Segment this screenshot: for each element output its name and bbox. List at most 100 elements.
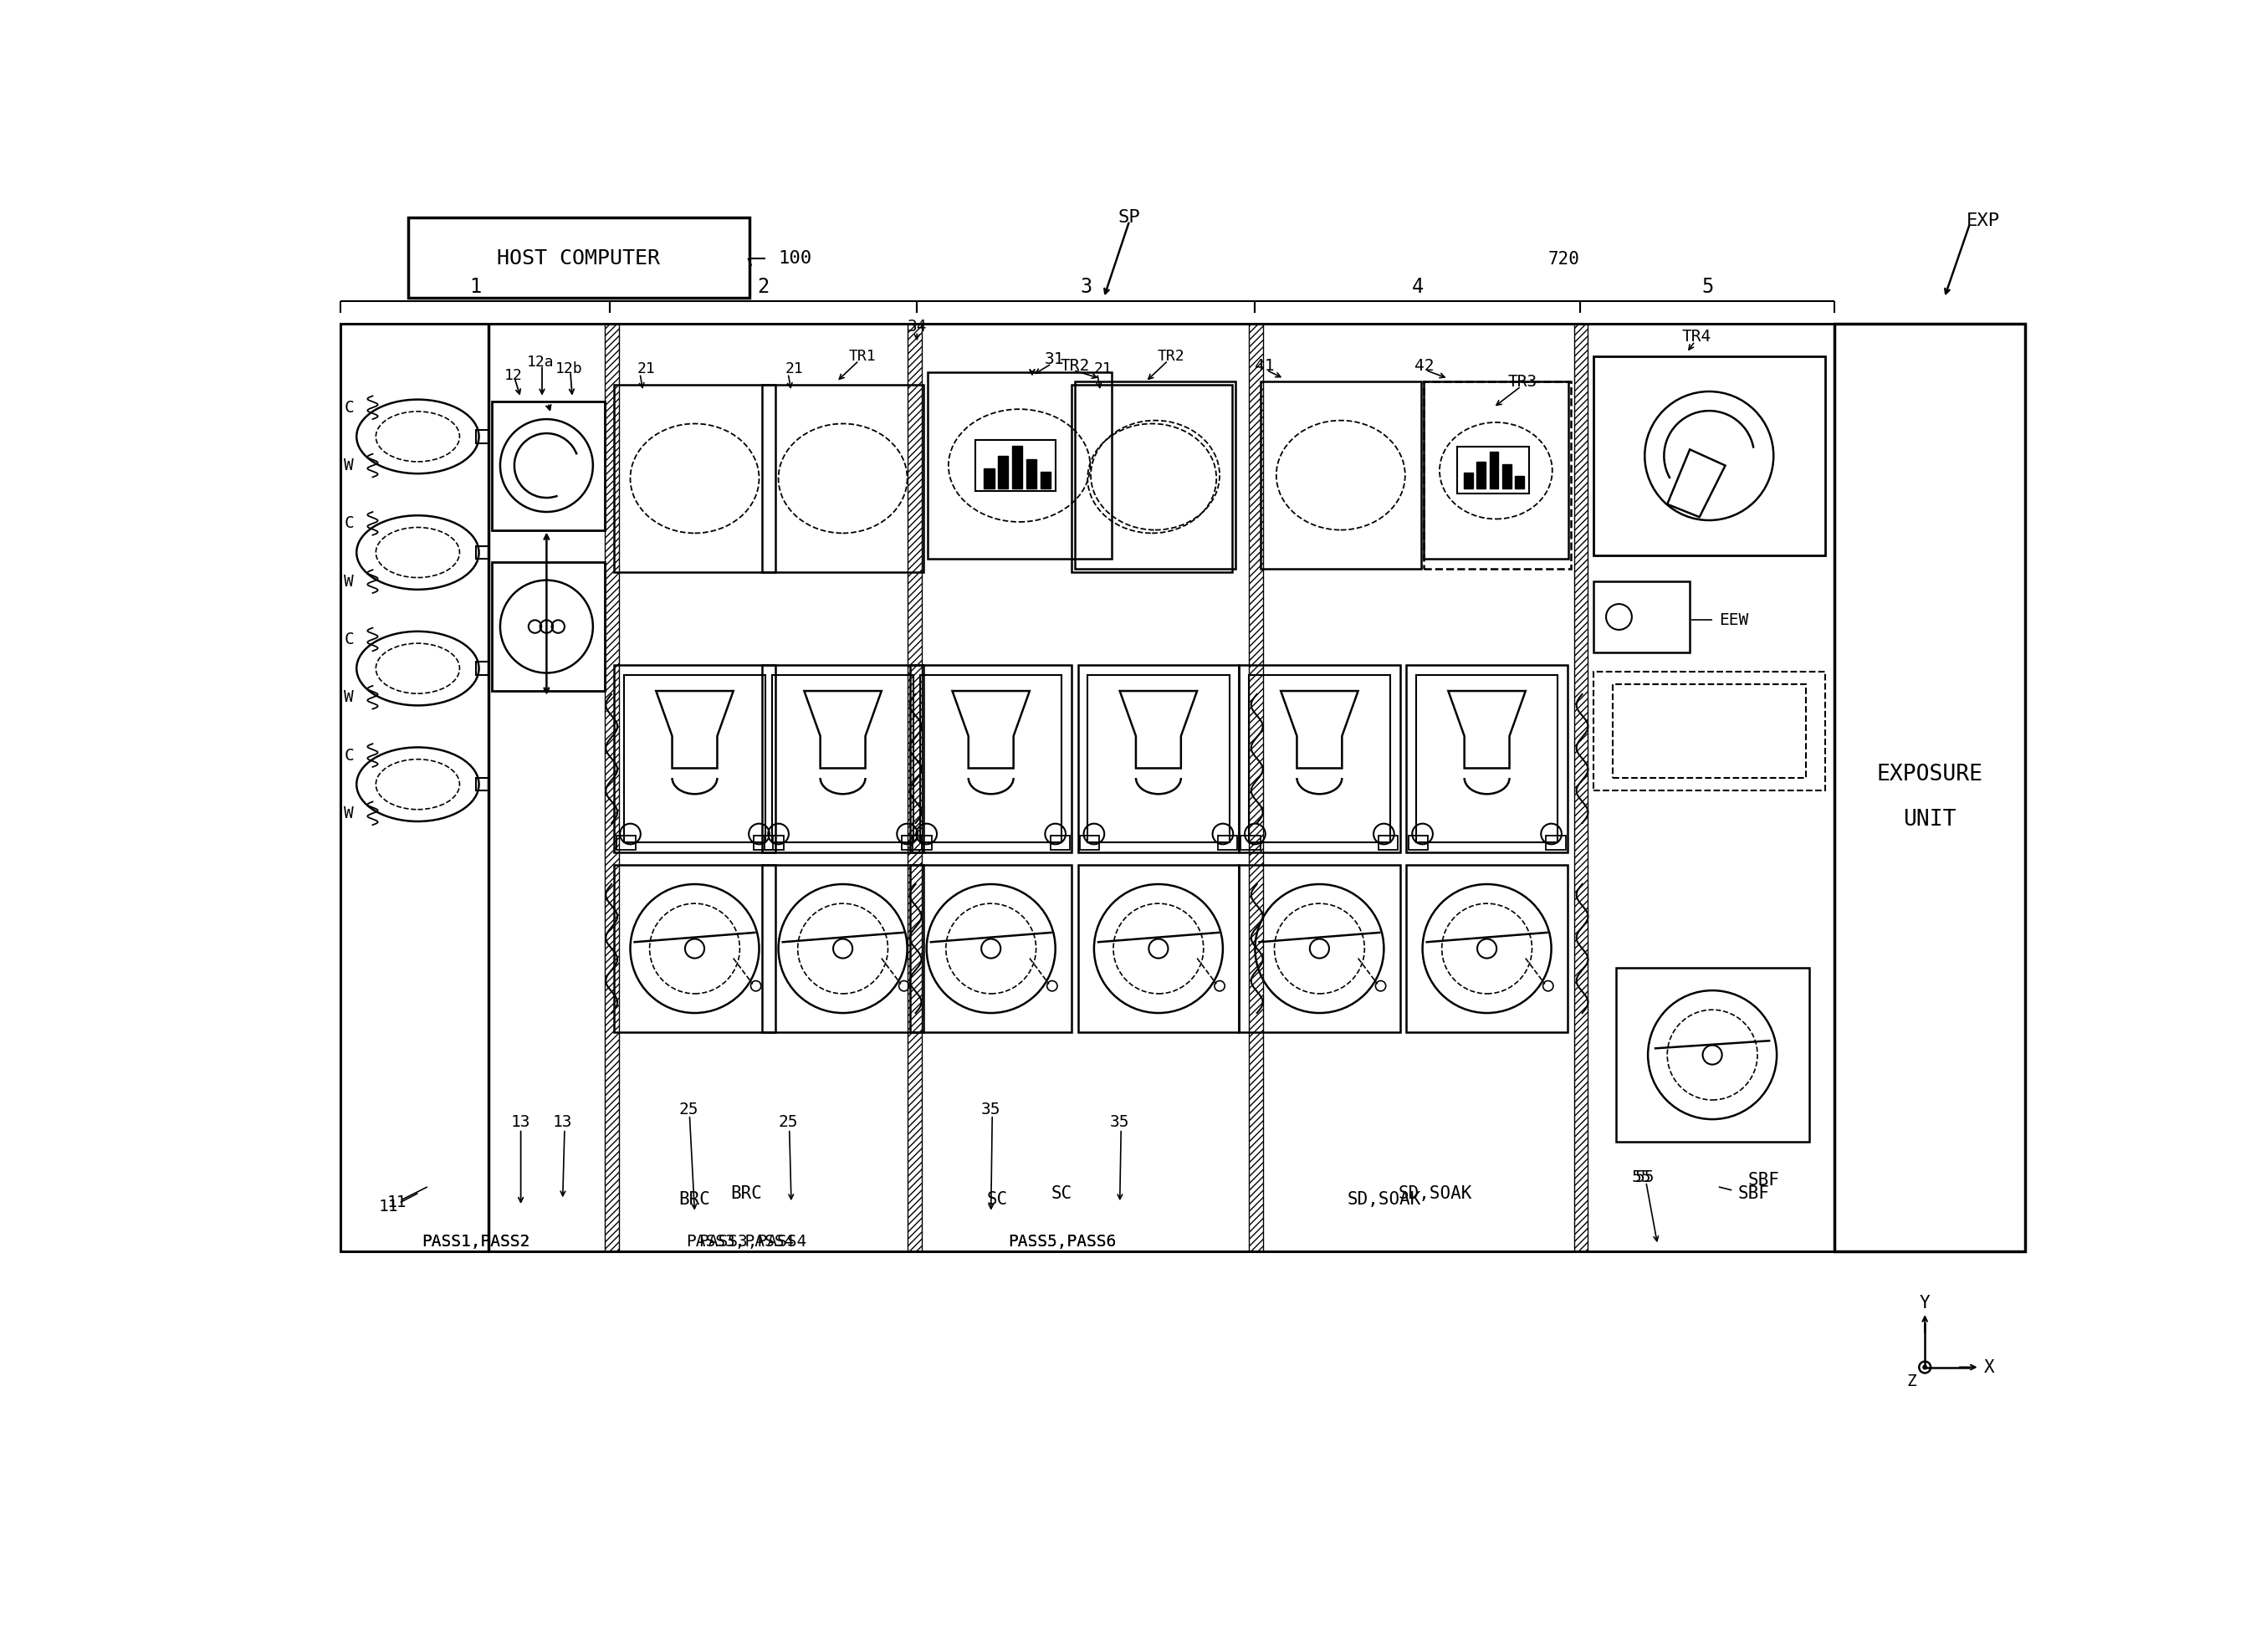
Bar (492, 562, 605, 691)
Bar (1407, 666, 1568, 852)
Bar (761, 385, 922, 572)
Bar (605, 324, 619, 1251)
Text: 12a: 12a (526, 355, 553, 370)
Text: EEW: EEW (1720, 613, 1749, 628)
Bar (974, 439, 1056, 491)
Text: 5: 5 (1702, 278, 1713, 297)
Bar (1013, 446, 1022, 487)
Bar (1457, 446, 1530, 494)
Bar (1416, 676, 1557, 843)
Bar (1593, 672, 1824, 791)
Text: 21: 21 (637, 362, 655, 377)
Bar (1616, 968, 1808, 1142)
Text: C: C (344, 747, 353, 763)
Bar (1545, 836, 1566, 851)
Bar (764, 836, 784, 851)
Bar (1081, 836, 1099, 851)
Text: 35: 35 (981, 1102, 1002, 1117)
Text: C: C (344, 400, 353, 416)
Bar (1260, 382, 1421, 568)
Bar (761, 666, 922, 852)
Text: W: W (344, 458, 353, 474)
Bar (1040, 472, 1051, 487)
Bar (1026, 459, 1036, 487)
Text: 34: 34 (906, 319, 927, 335)
Text: 13: 13 (553, 1115, 573, 1130)
Text: 42: 42 (1414, 358, 1434, 373)
Text: 25: 25 (777, 1115, 798, 1130)
Text: 21: 21 (784, 362, 802, 377)
Bar (911, 866, 1072, 1032)
Text: 31: 31 (1045, 352, 1065, 367)
Bar (1489, 451, 1498, 489)
Text: 21: 21 (1094, 362, 1113, 377)
Text: Z: Z (1908, 1373, 1917, 1389)
Text: EXP: EXP (1967, 213, 1999, 230)
Bar (614, 866, 775, 1032)
Bar (408, 218, 750, 297)
Bar (1409, 836, 1428, 851)
Bar (1217, 836, 1237, 851)
Bar (1079, 866, 1240, 1032)
Text: 41: 41 (1255, 358, 1273, 373)
Bar (476, 662, 489, 676)
Text: SD,SOAK: SD,SOAK (1346, 1191, 1421, 1208)
Bar (755, 836, 773, 851)
Text: 25: 25 (678, 1102, 698, 1117)
Bar (1249, 676, 1391, 843)
Bar (1593, 357, 1824, 555)
Text: PASS5,PASS6: PASS5,PASS6 (1008, 1234, 1115, 1249)
Text: 1: 1 (469, 278, 480, 297)
Text: PASS1,PASS2: PASS1,PASS2 (421, 1234, 530, 1249)
Text: W: W (344, 689, 353, 705)
Text: 35: 35 (1110, 1115, 1131, 1130)
Text: TR2: TR2 (1060, 358, 1090, 373)
Text: SD,SOAK: SD,SOAK (1398, 1184, 1473, 1201)
Text: HOST COMPUTER: HOST COMPUTER (496, 248, 659, 268)
Bar (983, 469, 995, 487)
Text: SC: SC (1051, 1184, 1072, 1201)
Bar (906, 324, 922, 1251)
Text: 11: 11 (378, 1198, 399, 1214)
Text: 11: 11 (387, 1194, 406, 1211)
Text: TR3: TR3 (1507, 373, 1536, 390)
Text: 55: 55 (1634, 1170, 1654, 1184)
Bar (1477, 461, 1486, 489)
Bar (927, 372, 1110, 558)
Text: TR2: TR2 (1158, 349, 1185, 363)
Bar (614, 666, 775, 852)
Text: 720: 720 (1548, 251, 1579, 268)
Text: UNIT: UNIT (1903, 809, 1956, 831)
Bar (1378, 836, 1398, 851)
Text: C: C (344, 631, 353, 648)
Text: PASS3,PASS4: PASS3,PASS4 (687, 1234, 793, 1249)
Text: BRC: BRC (730, 1184, 761, 1201)
Bar (1249, 324, 1262, 1251)
Text: EXPOSURE: EXPOSURE (1876, 763, 1983, 786)
Bar (997, 456, 1008, 487)
Text: SBF: SBF (1747, 1171, 1779, 1189)
Bar (1088, 676, 1228, 843)
Bar (1407, 866, 1568, 1032)
Bar (920, 676, 1063, 843)
Text: TR4: TR4 (1681, 329, 1711, 345)
Bar (1516, 476, 1525, 489)
Bar (1502, 464, 1511, 489)
Text: Y: Y (1919, 1295, 1931, 1312)
Text: BRC: BRC (680, 1191, 712, 1208)
Bar (1049, 836, 1070, 851)
Text: 12b: 12b (555, 362, 582, 377)
Bar (1593, 582, 1690, 653)
Bar (492, 401, 605, 530)
Bar (1423, 382, 1568, 558)
Text: 3: 3 (1081, 278, 1092, 297)
Bar (913, 836, 931, 851)
Text: SP: SP (1117, 210, 1140, 226)
Text: 100: 100 (780, 249, 811, 266)
Bar (1079, 666, 1240, 852)
Bar (1074, 382, 1235, 568)
Bar (761, 866, 922, 1032)
Text: 12: 12 (503, 368, 521, 383)
Bar (1072, 385, 1233, 572)
Bar (911, 666, 1072, 852)
